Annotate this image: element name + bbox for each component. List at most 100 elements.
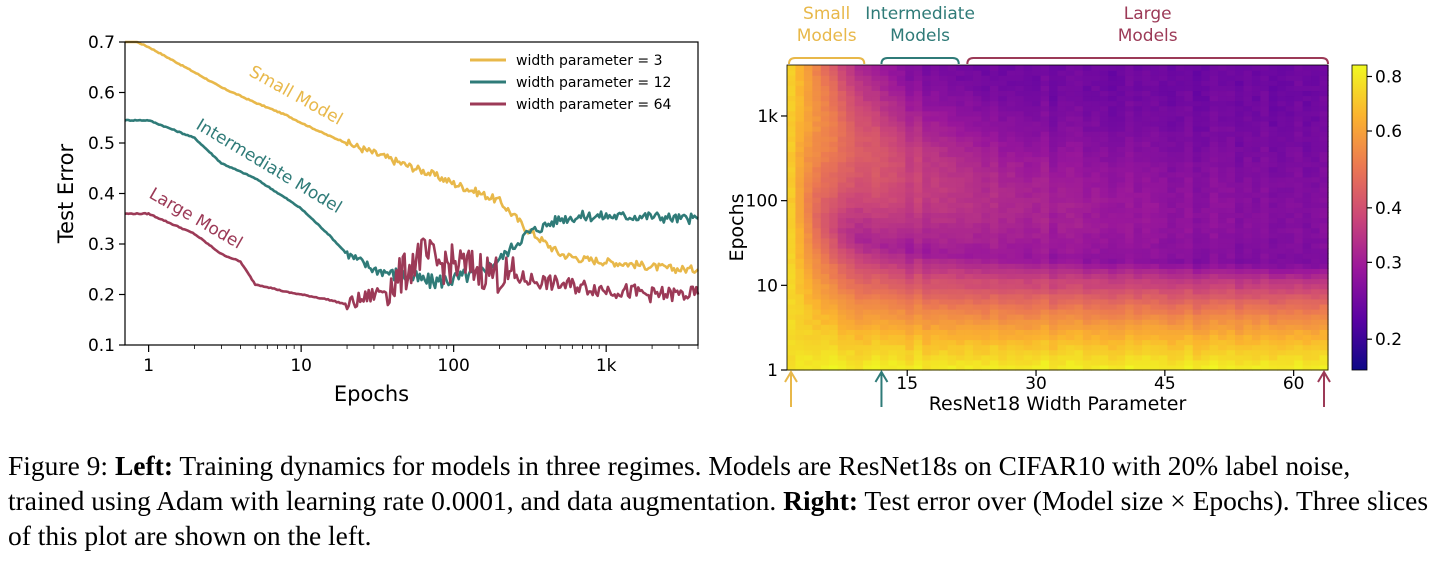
heatmap-cell [1311, 181, 1321, 188]
heatmap-cell [1150, 258, 1160, 264]
heatmap-cell [1040, 192, 1050, 198]
heatmap-cell [913, 309, 923, 315]
heatmap-cell [846, 263, 856, 269]
heatmap-cell [930, 146, 940, 153]
heatmap-cell [1125, 176, 1135, 183]
heatmap-cell [1235, 131, 1245, 137]
heatmap-cell [1116, 70, 1126, 76]
heatmap-cell [956, 217, 966, 224]
heatmap-cell [1032, 288, 1042, 295]
heatmap-cell [1226, 176, 1236, 183]
heatmap-cell [1049, 248, 1059, 254]
heatmap-cell [1057, 141, 1067, 147]
heatmap-cell [1116, 253, 1126, 259]
heatmap-cell [1209, 293, 1219, 300]
heatmap-cell [795, 146, 805, 153]
heatmap-cell [1184, 207, 1194, 214]
heatmap-cell [964, 70, 974, 76]
heatmap-cell [1023, 181, 1033, 188]
heatmap-cell [837, 364, 847, 371]
heatmap-cell [964, 202, 974, 208]
heatmap-cell [1201, 207, 1211, 214]
heatmap-cell [1294, 171, 1304, 178]
heatmap-cell [863, 263, 873, 269]
heatmap-cell [956, 349, 966, 356]
heatmap-cell [1065, 80, 1075, 86]
heatmap-cell [905, 354, 915, 361]
heatmap-cell [1023, 364, 1033, 371]
regime-label-line: Intermediate [865, 4, 975, 24]
regime-label-line: Models [1118, 26, 1178, 46]
heatmap-cell [1125, 207, 1135, 214]
heatmap-cell [981, 136, 991, 142]
heatmap-cell [896, 273, 906, 280]
heatmap-cell [930, 268, 940, 275]
heatmap-cell [1108, 156, 1118, 163]
heatmap-cell [1192, 237, 1202, 244]
heatmap-cell [1040, 202, 1050, 208]
heatmap-cell [1116, 171, 1126, 178]
heatmap-cell [803, 156, 813, 163]
heatmap-cell [871, 105, 881, 112]
heatmap-cell [1175, 65, 1185, 71]
heatmap-cell [812, 298, 822, 305]
heatmap-cell [956, 248, 966, 254]
heatmap-cell [1158, 314, 1168, 320]
heatmap-cell [981, 288, 991, 295]
heatmap-cell [989, 105, 999, 112]
heatmap-cell [1125, 85, 1135, 92]
heatmap-cell [896, 126, 906, 132]
heatmap-cell [1319, 283, 1329, 290]
heatmap-cell [829, 202, 839, 208]
heatmap-cell [846, 156, 856, 163]
heatmap-cell [1049, 303, 1059, 310]
heatmap-cell [922, 136, 932, 142]
heatmap-cell [1015, 212, 1025, 219]
heatmap-cell [989, 90, 999, 97]
heatmap-cell [896, 75, 906, 81]
heatmap-cell [1277, 156, 1287, 163]
heatmap-cell [803, 319, 813, 325]
heatmap-cell [1082, 314, 1092, 320]
heatmap-cell [1285, 268, 1295, 275]
heatmap-cell [837, 136, 847, 142]
heatmap-cell [829, 314, 839, 320]
heatmap-cell [1150, 314, 1160, 320]
heatmap-cell [1319, 192, 1329, 198]
heatmap-cell [888, 166, 898, 173]
heatmap-cell [1015, 181, 1025, 188]
heatmap-cell [1057, 349, 1067, 356]
heatmap-cell [1218, 105, 1228, 112]
heatmap-cell [998, 151, 1008, 158]
heatmap-cell [837, 85, 847, 92]
heatmap-cell [1099, 319, 1109, 325]
heatmap-cell [964, 222, 974, 229]
heatmap-cell [1184, 115, 1194, 122]
heatmap-cell [1201, 293, 1211, 300]
heatmap-cell [1125, 354, 1135, 361]
heatmap-cell [1167, 354, 1177, 361]
heatmap-cell [1251, 70, 1261, 76]
heatmap-cell [1133, 329, 1143, 336]
heatmap-cell [1218, 237, 1228, 244]
heatmap-cell [1133, 105, 1143, 112]
heatmap-cell [1082, 344, 1092, 351]
heatmap-cell [1184, 359, 1194, 366]
heatmap-cell [837, 339, 847, 346]
heatmap-cell [812, 115, 822, 122]
heatmap-cell [1311, 268, 1321, 275]
heatmap-cell [1125, 359, 1135, 366]
heatmap-cell [787, 80, 797, 86]
heatmap-cell [846, 187, 856, 193]
heatmap-cell [1226, 161, 1236, 168]
heatmap-cell [803, 248, 813, 254]
heatmap-cell [1302, 181, 1312, 188]
heatmap-cell [956, 278, 966, 285]
heatmap-cell [1268, 359, 1278, 366]
heatmap-cell [896, 151, 906, 158]
heatmap-cell [1294, 192, 1304, 198]
heatmap-cell [1150, 349, 1160, 356]
heatmap-cell [913, 278, 923, 285]
heatmap-cell [1277, 242, 1287, 249]
heatmap-cell [1302, 85, 1312, 92]
